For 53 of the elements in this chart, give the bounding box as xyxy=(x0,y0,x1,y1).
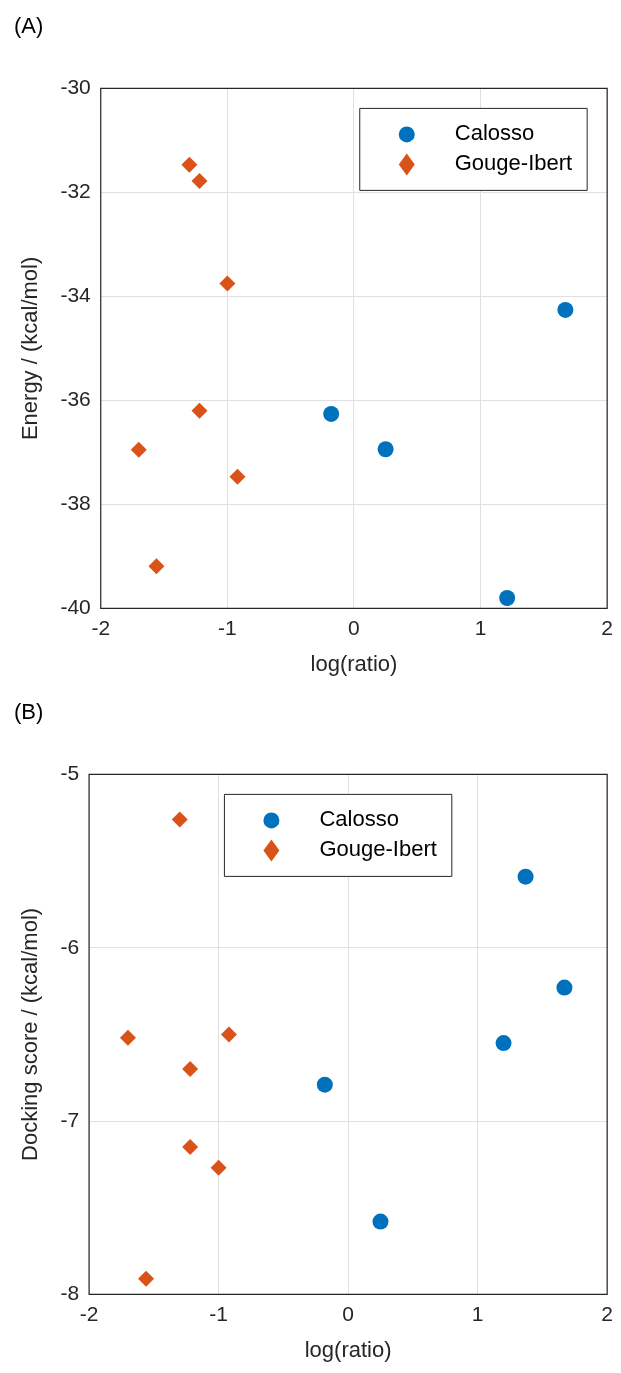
x-tick-label: 0 xyxy=(342,1301,354,1325)
point xyxy=(557,301,574,318)
x-tick-label: 1 xyxy=(471,1301,484,1325)
point xyxy=(517,868,534,885)
point xyxy=(181,156,198,173)
point xyxy=(182,1139,199,1156)
legend-label: Calosso xyxy=(319,806,399,832)
y-tick-label: -7 xyxy=(60,1107,80,1131)
x-tick-label: -2 xyxy=(79,1301,99,1325)
y-tick-label: -32 xyxy=(60,179,91,203)
x-axis-title: log(ratio) xyxy=(304,1336,392,1362)
point xyxy=(182,1061,199,1078)
point xyxy=(148,558,165,575)
y-tick-label: -5 xyxy=(60,761,80,785)
x-tick-label: 2 xyxy=(601,615,613,639)
y-tick-label: -34 xyxy=(60,283,92,307)
chart-title: (B) xyxy=(14,699,44,725)
point xyxy=(130,441,147,458)
y-tick-label: -36 xyxy=(60,387,91,411)
point xyxy=(171,811,188,828)
point xyxy=(499,590,516,606)
point xyxy=(191,172,208,189)
point xyxy=(377,441,394,458)
x-tick-label: -2 xyxy=(91,615,111,639)
legend-label: Gouge-Ibert xyxy=(319,836,437,862)
point xyxy=(119,1029,136,1046)
point xyxy=(191,402,208,419)
y-axis-title: Energy / (kcal/mol) xyxy=(17,256,43,441)
point xyxy=(220,1026,237,1043)
legend-label: Gouge-Ibert xyxy=(454,150,573,176)
y-tick-label: -30 xyxy=(60,75,91,99)
x-axis-title: log(ratio) xyxy=(310,650,398,676)
y-axis-title: Docking score / (kcal/mol) xyxy=(17,907,43,1161)
x-tick-label: 0 xyxy=(348,615,360,639)
point xyxy=(372,1213,389,1230)
point xyxy=(556,979,573,996)
point xyxy=(323,405,340,422)
y-tick-label: -8 xyxy=(60,1281,80,1305)
point xyxy=(138,1270,155,1287)
y-tick-label: -38 xyxy=(60,491,91,515)
point xyxy=(229,468,246,485)
point xyxy=(316,1076,333,1093)
point xyxy=(219,275,236,292)
legend-label: Calosso xyxy=(454,120,535,146)
point xyxy=(210,1159,227,1176)
chart-title: (A) xyxy=(14,13,44,39)
x-tick-label: -1 xyxy=(209,1301,228,1325)
x-tick-label: 1 xyxy=(474,615,487,639)
point xyxy=(495,1035,512,1052)
y-tick-label: -6 xyxy=(60,934,80,958)
y-tick-label: -40 xyxy=(60,595,91,619)
x-tick-label: 2 xyxy=(601,1301,613,1325)
x-tick-label: -1 xyxy=(218,615,237,639)
